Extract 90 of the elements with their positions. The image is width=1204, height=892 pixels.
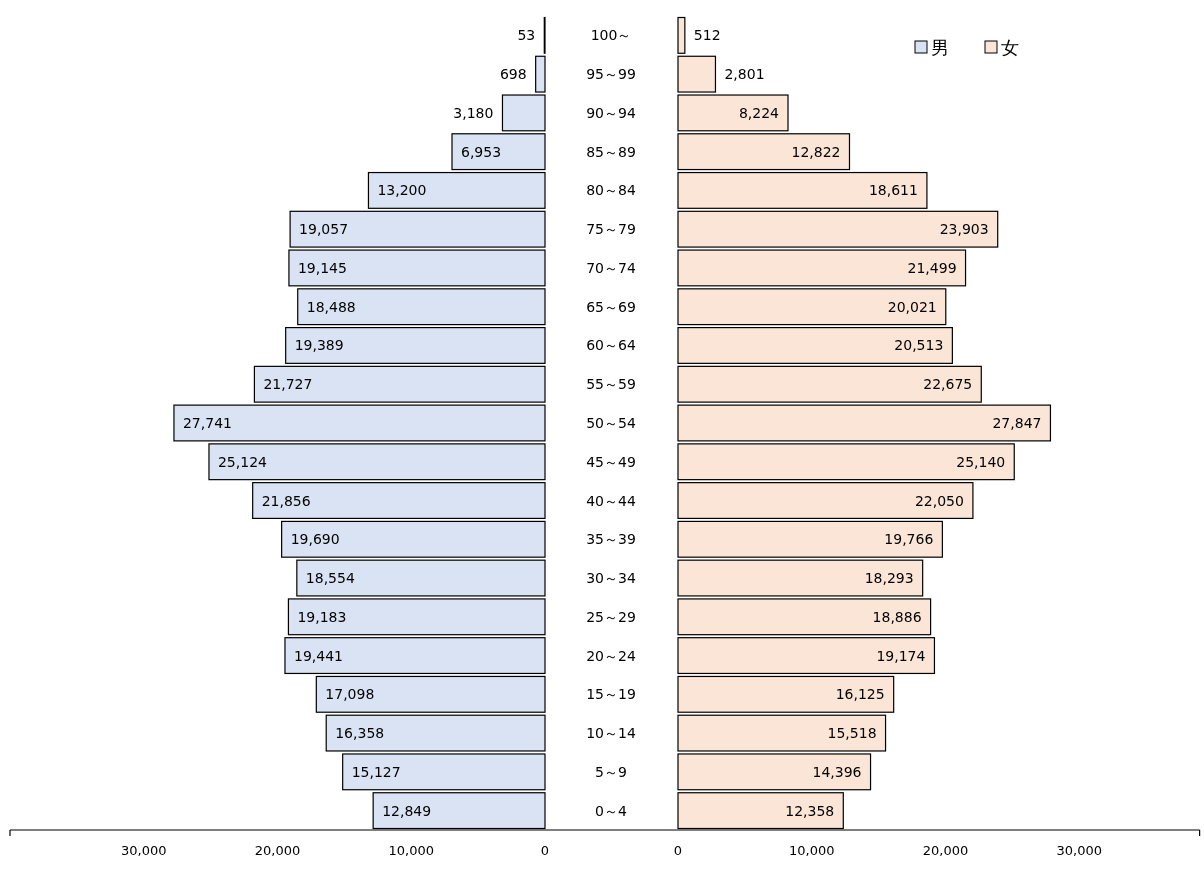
data-label: 12,358 — [785, 802, 835, 819]
bar — [677, 133, 851, 171]
y-tick-label: 80～84 — [586, 182, 636, 199]
bar — [315, 675, 546, 713]
data-label: 8,224 — [738, 104, 780, 121]
data-label: 19,766 — [884, 531, 934, 548]
data-label: 53 — [517, 27, 536, 44]
bar — [677, 482, 974, 519]
data-label: 698 — [499, 66, 527, 83]
y-tick-label: 45～49 — [586, 453, 636, 470]
data-label: 16,125 — [835, 686, 885, 703]
bar — [677, 327, 953, 364]
x-tick-label: 20,000 — [254, 843, 301, 858]
bar — [367, 171, 546, 209]
data-label: 15,518 — [827, 725, 877, 742]
x-tick-label: 10,000 — [388, 843, 434, 858]
data-label: 20,021 — [887, 298, 937, 315]
y-tick-label: 100～ — [590, 27, 632, 44]
data-label: 19,441 — [293, 647, 343, 664]
data-label: 21,856 — [261, 492, 311, 509]
y-tick-label: 10～14 — [586, 725, 636, 742]
bar — [451, 133, 546, 171]
y-tick-label: 25～29 — [586, 608, 636, 625]
data-label: 12,849 — [382, 802, 432, 819]
data-label: 19,389 — [294, 337, 344, 354]
legend-label: 女 — [1001, 37, 1019, 58]
data-label: 27,847 — [992, 415, 1042, 431]
data-label: 18,488 — [306, 298, 356, 315]
x-tick-label: 10,000 — [789, 843, 835, 858]
data-label: 18,293 — [864, 570, 914, 587]
y-tick-label: 35～39 — [586, 531, 636, 548]
data-label: 12,822 — [791, 143, 841, 160]
data-label: 15,127 — [351, 763, 401, 780]
bar — [677, 171, 928, 209]
data-label: 512 — [693, 27, 721, 44]
data-label: 20,513 — [894, 337, 944, 354]
y-tick-label: 75～79 — [586, 221, 636, 238]
bar — [297, 288, 546, 326]
data-label: 21,727 — [263, 376, 313, 393]
y-tick-label: 5～9 — [595, 763, 627, 780]
data-label: 3,180 — [453, 104, 494, 121]
bar — [284, 637, 546, 675]
bar — [677, 288, 947, 326]
y-tick-label: 55～59 — [586, 376, 636, 393]
y-tick-label: 0～4 — [595, 802, 627, 819]
y-tick-label: 60～64 — [586, 337, 636, 354]
bar — [677, 520, 943, 558]
data-label: 25,124 — [217, 453, 268, 470]
data-label: 27,741 — [182, 415, 232, 431]
y-tick-label: 30～34 — [586, 570, 636, 587]
data-label: 22,675 — [923, 376, 973, 393]
x-tick-label: 20,000 — [922, 843, 969, 858]
data-label: 19,057 — [299, 221, 349, 238]
y-tick-label: 65～69 — [586, 298, 636, 315]
x-tick-label: 0 — [540, 843, 550, 858]
data-label: 17,098 — [325, 686, 375, 703]
data-label: 19,145 — [297, 259, 347, 276]
data-label: 19,690 — [290, 531, 340, 548]
x-tick-label: 30,000 — [1056, 843, 1102, 858]
y-tick-label: 50～54 — [586, 415, 636, 431]
bar — [285, 327, 546, 364]
data-label: 25,140 — [956, 453, 1006, 470]
x-tick-label: 0 — [673, 843, 683, 858]
y-tick-label: 70～74 — [586, 259, 636, 276]
y-tick-label: 40～44 — [586, 492, 636, 509]
data-label: 14,396 — [812, 763, 862, 780]
data-label: 19,183 — [297, 608, 347, 625]
bar — [677, 675, 895, 713]
data-label: 19,174 — [876, 647, 926, 664]
bar — [252, 482, 546, 519]
y-tick-label: 90～94 — [586, 104, 636, 121]
data-label: 21,499 — [907, 259, 957, 276]
data-label: 18,554 — [305, 570, 355, 587]
data-label: 6,953 — [461, 143, 502, 160]
data-label: 18,886 — [872, 608, 922, 625]
data-label: 23,903 — [939, 221, 989, 238]
data-label: 22,050 — [914, 492, 964, 509]
bar — [281, 520, 546, 558]
bar — [677, 16, 686, 54]
y-tick-label: 85～89 — [586, 143, 636, 160]
data-label: 13,200 — [377, 182, 427, 199]
legend-label: 男 — [931, 37, 949, 58]
y-tick-label: 15～19 — [586, 686, 636, 703]
bar — [677, 637, 936, 675]
data-label: 16,358 — [335, 725, 385, 742]
data-label: 18,611 — [868, 182, 918, 199]
data-label: 2,801 — [724, 66, 765, 83]
y-tick-label: 20～24 — [586, 647, 636, 664]
x-tick-label: 30,000 — [121, 843, 167, 858]
y-tick-label: 95～99 — [586, 66, 636, 83]
